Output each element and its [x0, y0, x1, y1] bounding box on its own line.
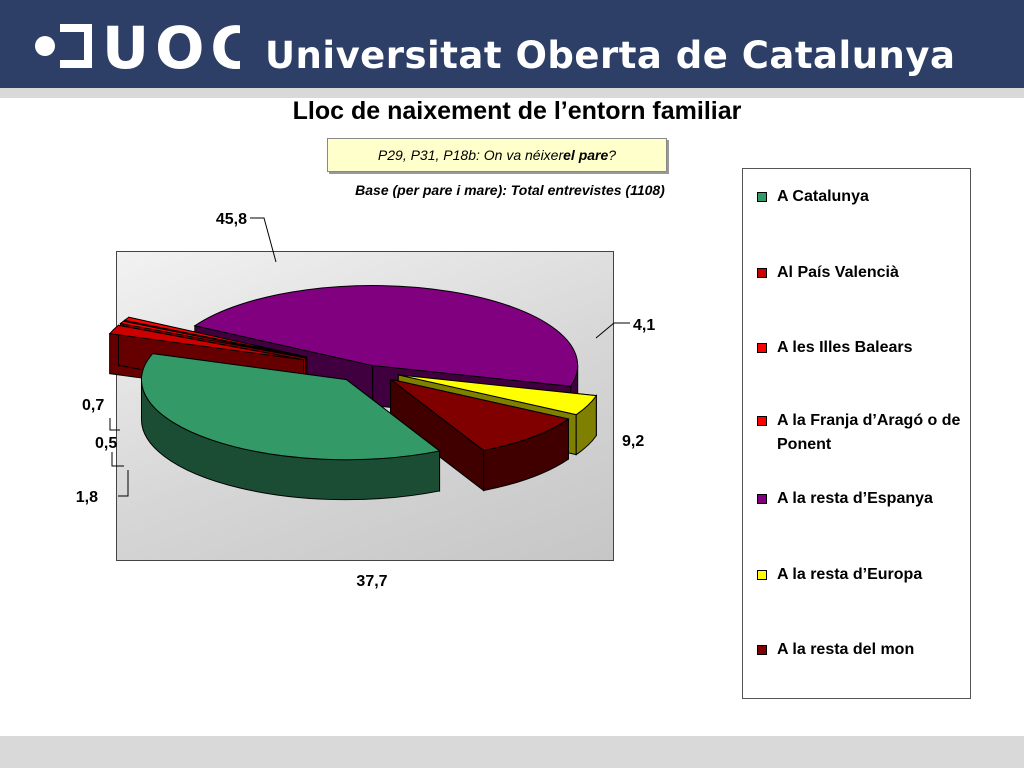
header-divider — [0, 88, 1024, 98]
legend-item-franja-arago: A la Franja d’Aragó o de Ponent — [757, 409, 967, 457]
legend-label-resta-espanya: A la resta d’Espanya — [777, 490, 933, 507]
legend-item-resta-mon: A la resta del mon — [757, 638, 967, 662]
data-label-franja-arago: 0,7 — [82, 397, 104, 414]
legend-item-pais-valencia: Al País Valencià — [757, 261, 967, 285]
logo-bracket-icon — [60, 24, 92, 68]
base-note: Base (per pare i mare): Total entreviste… — [355, 182, 665, 198]
header-bar: UOC Universitat Oberta de Catalunya — [0, 0, 1024, 88]
legend-swatch-catalunya — [757, 192, 767, 202]
uoc-logo: UOC — [35, 18, 240, 74]
leader-line-resta-europa — [595, 322, 630, 339]
legend-swatch-pais-valencia — [757, 268, 767, 278]
question-suffix: ? — [608, 147, 617, 163]
data-label-resta-espanya: 45,8 — [216, 211, 247, 228]
leader-line-illes-balears — [111, 452, 124, 467]
leader-line-resta-espanya — [250, 217, 277, 263]
question-box: P29, P31, P18b: On va néixer el pare ? — [327, 138, 667, 172]
data-label-pais-valencia: 1,8 — [76, 489, 98, 506]
legend-label-illes-balears: A les Illes Balears — [777, 339, 913, 356]
legend-item-catalunya: A Catalunya — [757, 185, 967, 209]
logo-text: UOC — [102, 18, 240, 74]
legend-item-resta-espanya: A la resta d’Espanya — [757, 487, 967, 511]
legend-label-resta-mon: A la resta del mon — [777, 641, 915, 658]
data-label-resta-mon: 9,2 — [622, 433, 644, 450]
legend-swatch-illes-balears — [757, 343, 767, 353]
pie-slice-resta-mon — [390, 378, 570, 492]
legend-item-resta-europa: A la resta d’Europa — [757, 563, 967, 587]
legend: A Catalunya Al País Valencià A les Illes B… — [742, 168, 971, 699]
logo-dot-icon — [35, 36, 55, 56]
legend-swatch-franja-arago — [757, 416, 767, 426]
university-name: Universitat Oberta de Catalunya — [265, 34, 956, 77]
footer-bar — [0, 736, 1024, 768]
legend-label-pais-valencia: Al País Valencià — [777, 264, 899, 281]
pie-slice-catalunya — [140, 353, 441, 501]
legend-swatch-resta-europa — [757, 570, 767, 580]
legend-swatch-resta-espanya — [757, 494, 767, 504]
data-label-resta-europa: 4,1 — [633, 317, 655, 334]
question-prefix: P29, P31, P18b: On va néixer — [377, 147, 564, 163]
legend-label-franja-arago: A la Franja d’Aragó o de Ponent — [777, 412, 961, 453]
question-bold: el pare — [563, 147, 609, 163]
slide-title: Lloc de naixement de l’entorn familiar — [292, 97, 742, 125]
legend-label-resta-europa: A la resta d’Europa — [777, 566, 923, 583]
data-label-catalunya: 37,7 — [356, 573, 387, 590]
legend-label-catalunya: A Catalunya — [777, 188, 869, 205]
legend-swatch-resta-mon — [757, 645, 767, 655]
data-label-illes-balears: 0,5 — [95, 435, 117, 452]
legend-item-illes-balears: A les Illes Balears — [757, 336, 967, 360]
leader-line-franja-arago — [109, 418, 120, 431]
leader-line-pais-valencia — [118, 470, 129, 497]
